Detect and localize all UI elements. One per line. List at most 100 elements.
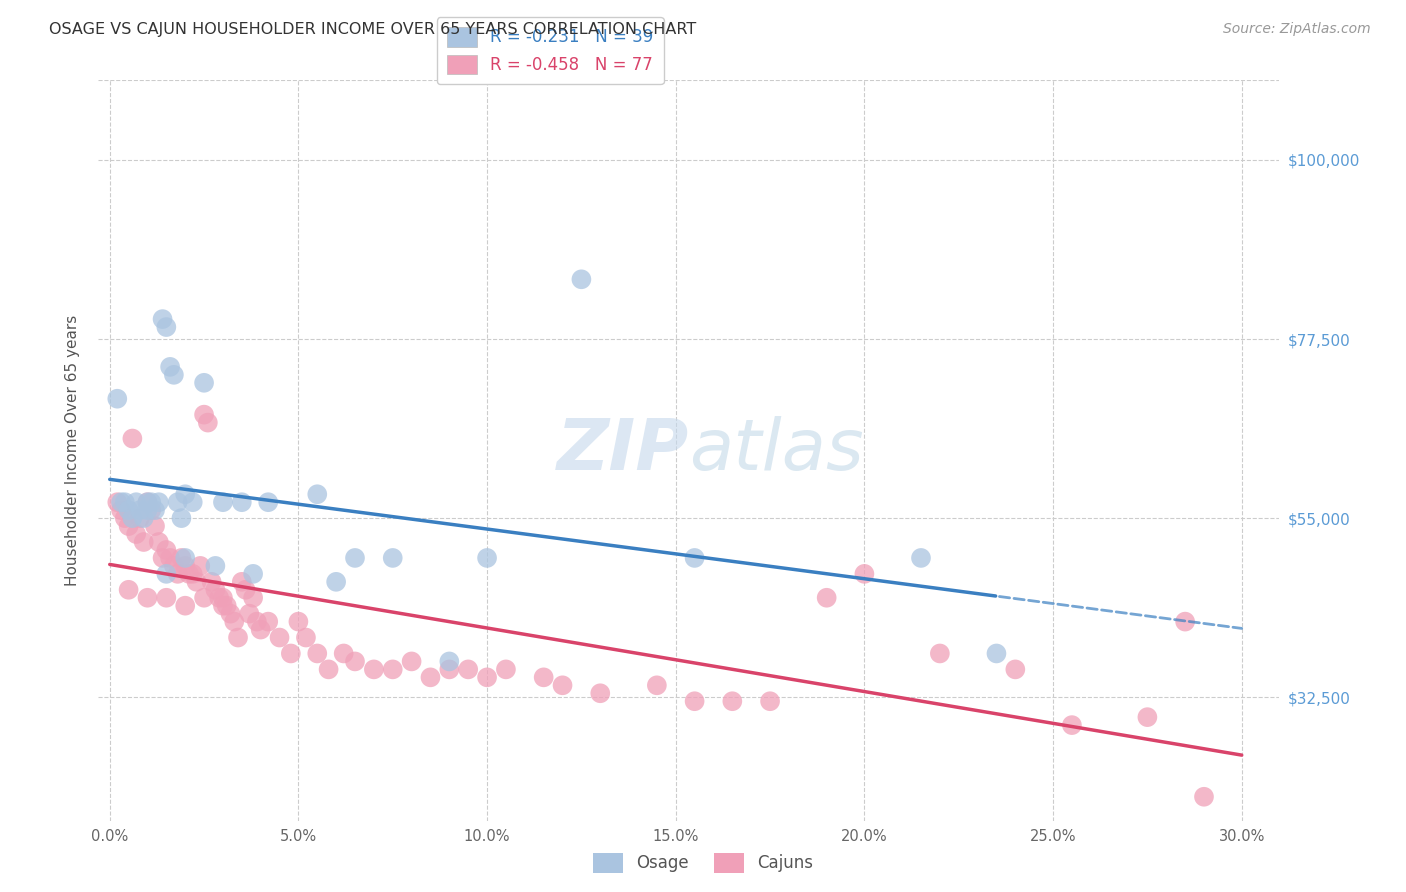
Point xyxy=(105,392,128,406)
Point xyxy=(589,686,612,700)
Point xyxy=(224,615,246,629)
Point xyxy=(249,623,271,637)
Point xyxy=(129,511,152,525)
Point xyxy=(201,574,224,589)
Point xyxy=(645,678,668,692)
Point xyxy=(495,662,517,676)
Point xyxy=(121,432,143,446)
Point xyxy=(193,408,215,422)
Text: ZIP: ZIP xyxy=(557,416,689,485)
Point xyxy=(152,550,174,565)
Point xyxy=(257,495,280,509)
Point xyxy=(235,582,257,597)
Point xyxy=(242,566,264,581)
Point xyxy=(170,511,193,525)
Point xyxy=(280,647,302,661)
Point xyxy=(197,416,219,430)
Point xyxy=(910,550,932,565)
Point xyxy=(159,550,181,565)
Point xyxy=(325,574,347,589)
Point xyxy=(136,503,159,517)
Point xyxy=(136,591,159,605)
Point xyxy=(363,662,385,676)
Point xyxy=(174,550,197,565)
Point xyxy=(287,615,309,629)
Point xyxy=(132,535,155,549)
Point xyxy=(136,495,159,509)
Point xyxy=(343,655,366,669)
Point xyxy=(114,495,136,509)
Point xyxy=(215,599,238,613)
Point xyxy=(759,694,782,708)
Point xyxy=(242,591,264,605)
Point xyxy=(186,574,208,589)
Point xyxy=(155,543,177,558)
Point xyxy=(226,631,249,645)
Point xyxy=(159,359,181,374)
Point xyxy=(343,550,366,565)
Point xyxy=(148,535,170,549)
Point xyxy=(193,376,215,390)
Point xyxy=(152,312,174,326)
Point xyxy=(1060,718,1083,732)
Point xyxy=(129,503,152,517)
Point xyxy=(332,647,354,661)
Point xyxy=(212,599,235,613)
Point xyxy=(125,527,148,541)
Point xyxy=(853,566,876,581)
Point xyxy=(475,670,498,684)
Point xyxy=(117,582,139,597)
Point xyxy=(163,368,186,382)
Point xyxy=(1174,615,1197,629)
Point xyxy=(571,272,593,286)
Point xyxy=(231,495,253,509)
Point xyxy=(381,662,404,676)
Point xyxy=(257,615,280,629)
Point xyxy=(212,591,235,605)
Point xyxy=(170,550,193,565)
Point xyxy=(177,566,200,581)
Point xyxy=(121,511,143,525)
Point xyxy=(457,662,479,676)
Point xyxy=(105,495,128,509)
Legend: Osage, Cajuns: Osage, Cajuns xyxy=(586,847,820,880)
Point xyxy=(148,495,170,509)
Point xyxy=(928,647,950,661)
Point xyxy=(318,662,340,676)
Point xyxy=(295,631,318,645)
Point xyxy=(110,495,132,509)
Point xyxy=(204,558,226,573)
Text: Source: ZipAtlas.com: Source: ZipAtlas.com xyxy=(1223,22,1371,37)
Point xyxy=(155,320,177,334)
Point xyxy=(117,519,139,533)
Point xyxy=(136,495,159,509)
Point xyxy=(141,495,163,509)
Point xyxy=(166,495,188,509)
Point xyxy=(208,591,231,605)
Y-axis label: Householder Income Over 65 years: Householder Income Over 65 years xyxy=(65,315,80,586)
Point xyxy=(307,647,329,661)
Point xyxy=(132,511,155,525)
Point xyxy=(143,503,166,517)
Point xyxy=(533,670,555,684)
Point xyxy=(212,495,235,509)
Legend: R = -0.231   N = 39, R = -0.458   N = 77: R = -0.231 N = 39, R = -0.458 N = 77 xyxy=(437,17,664,84)
Point xyxy=(110,503,132,517)
Point xyxy=(683,694,706,708)
Point xyxy=(204,582,226,597)
Text: atlas: atlas xyxy=(689,416,863,485)
Point xyxy=(231,574,253,589)
Point xyxy=(155,591,177,605)
Point xyxy=(439,655,461,669)
Point xyxy=(815,591,838,605)
Point xyxy=(381,550,404,565)
Point xyxy=(219,607,242,621)
Point xyxy=(1192,789,1215,804)
Point xyxy=(238,607,260,621)
Point xyxy=(986,647,1008,661)
Point xyxy=(188,558,211,573)
Point xyxy=(246,615,269,629)
Point xyxy=(721,694,744,708)
Point xyxy=(307,487,329,501)
Point xyxy=(174,558,197,573)
